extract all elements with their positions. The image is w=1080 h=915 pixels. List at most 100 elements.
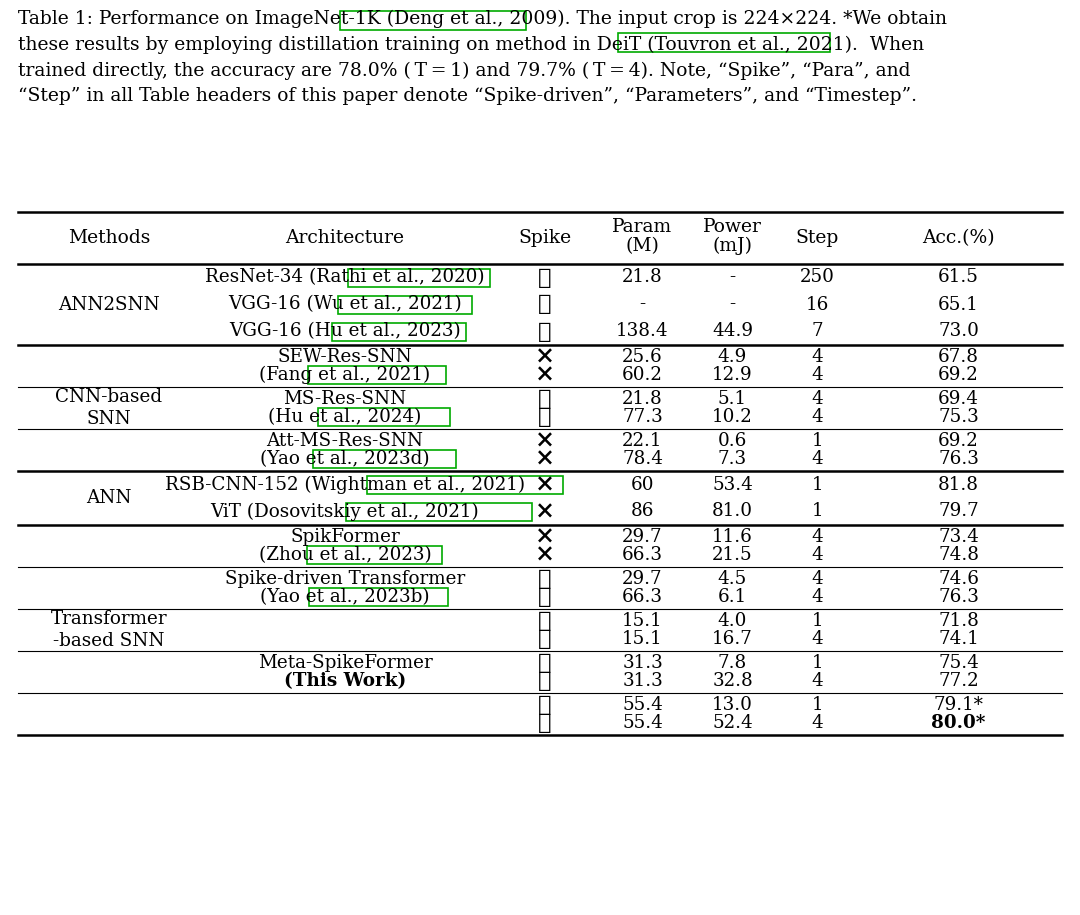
Text: ×: × (535, 500, 555, 523)
Text: 4: 4 (812, 588, 823, 606)
Text: 21.8: 21.8 (622, 268, 663, 286)
Text: 1: 1 (812, 696, 823, 714)
Text: 52.4: 52.4 (712, 714, 753, 732)
Bar (367, 476, 563, 493)
Text: ✓: ✓ (538, 294, 552, 316)
Bar (313, 450, 456, 468)
Text: ANN2SNN: ANN2SNN (58, 296, 160, 314)
Text: Spike-driven Transformer: Spike-driven Transformer (225, 570, 465, 588)
Text: ×: × (535, 543, 555, 567)
Text: 4.9: 4.9 (718, 348, 747, 366)
Text: Methods: Methods (68, 229, 150, 247)
Text: 71.8: 71.8 (939, 612, 978, 630)
Text: ✓: ✓ (538, 694, 552, 716)
Text: 55.4: 55.4 (622, 714, 663, 732)
Bar (318, 408, 450, 426)
Text: 75.4: 75.4 (939, 654, 978, 672)
Text: 81.0: 81.0 (712, 502, 753, 521)
Text: 61.5: 61.5 (939, 268, 978, 286)
Text: 1: 1 (812, 612, 823, 630)
Text: 13.0: 13.0 (712, 696, 753, 714)
Text: ✓: ✓ (538, 586, 552, 608)
Text: 79.7: 79.7 (939, 502, 978, 521)
Text: Transformer
-based SNN: Transformer -based SNN (51, 610, 167, 650)
Bar (332, 322, 465, 340)
Text: 16.7: 16.7 (712, 630, 753, 648)
Text: Power: Power (703, 218, 761, 236)
Text: 4: 4 (812, 528, 823, 546)
Text: 75.3: 75.3 (939, 408, 978, 426)
Bar (338, 296, 472, 314)
Text: 80.0*: 80.0* (931, 714, 986, 732)
Text: 15.1: 15.1 (622, 630, 663, 648)
Text: (Fang et al., 2021): (Fang et al., 2021) (259, 366, 431, 384)
Text: SEW-Res-SNN: SEW-Res-SNN (278, 348, 413, 366)
Bar (308, 366, 446, 384)
Bar (348, 268, 490, 286)
Text: 66.3: 66.3 (622, 546, 663, 564)
Text: (M): (M) (625, 237, 660, 255)
Text: (Yao et al., 2023b): (Yao et al., 2023b) (260, 588, 430, 606)
Text: 6.1: 6.1 (718, 588, 747, 606)
Text: 4: 4 (812, 570, 823, 588)
Text: -: - (729, 268, 735, 286)
Text: 31.3: 31.3 (622, 654, 663, 672)
Text: VGG-16 (Hu et al., 2023): VGG-16 (Hu et al., 2023) (229, 322, 461, 340)
Text: SpikFormer: SpikFormer (291, 528, 400, 546)
Text: ✓: ✓ (538, 670, 552, 692)
Text: ×: × (535, 447, 555, 471)
Bar (340, 10, 526, 29)
Text: Architecture: Architecture (285, 229, 405, 247)
Text: 29.7: 29.7 (622, 528, 663, 546)
Text: 60.2: 60.2 (622, 366, 663, 384)
Text: 1: 1 (812, 432, 823, 450)
Text: 77.2: 77.2 (939, 672, 978, 690)
Text: (Hu et al., 2024): (Hu et al., 2024) (268, 408, 421, 426)
Text: ✓: ✓ (538, 628, 552, 650)
Text: 74.1: 74.1 (939, 630, 978, 648)
Text: 7.3: 7.3 (718, 450, 747, 468)
Text: 12.9: 12.9 (712, 366, 753, 384)
Text: 1: 1 (812, 502, 823, 521)
Text: 7.8: 7.8 (718, 654, 747, 672)
Text: 4: 4 (812, 546, 823, 564)
Text: 29.7: 29.7 (622, 570, 663, 588)
Text: ×: × (535, 472, 555, 497)
Text: (This Work): (This Work) (284, 672, 406, 690)
Text: (Zhou et al., 2023): (Zhou et al., 2023) (258, 546, 431, 564)
Text: VGG-16 (Wu et al., 2021): VGG-16 (Wu et al., 2021) (228, 296, 462, 314)
Text: 74.8: 74.8 (939, 546, 978, 564)
Text: 4: 4 (812, 366, 823, 384)
Text: 86: 86 (631, 502, 654, 521)
Text: 15.1: 15.1 (622, 612, 663, 630)
Text: 60: 60 (631, 476, 654, 493)
Text: 10.2: 10.2 (712, 408, 753, 426)
Text: ×: × (535, 525, 555, 549)
Text: 81.8: 81.8 (939, 476, 978, 493)
Text: ×: × (535, 345, 555, 369)
Text: 67.8: 67.8 (939, 348, 978, 366)
Text: 7: 7 (812, 322, 823, 340)
Text: Spike: Spike (518, 229, 571, 247)
Text: 66.3: 66.3 (622, 588, 663, 606)
Text: ×: × (535, 429, 555, 453)
Text: Param: Param (612, 218, 673, 236)
Text: 79.1*: 79.1* (933, 696, 984, 714)
Text: 78.4: 78.4 (622, 450, 663, 468)
Text: 65.1: 65.1 (939, 296, 978, 314)
Text: 21.8: 21.8 (622, 390, 663, 408)
Text: ViT (Dosovitskiy et al., 2021): ViT (Dosovitskiy et al., 2021) (211, 502, 480, 521)
Text: ✓: ✓ (538, 266, 552, 288)
Text: CNN-based
SNN: CNN-based SNN (55, 388, 163, 428)
Text: 69.2: 69.2 (939, 366, 978, 384)
Text: Acc.(%): Acc.(%) (922, 229, 995, 247)
Bar (309, 588, 448, 606)
Text: 77.3: 77.3 (622, 408, 663, 426)
Text: ✓: ✓ (538, 320, 552, 342)
Text: -: - (639, 296, 646, 314)
Text: 4: 4 (812, 408, 823, 426)
Text: Att-MS-Res-SNN: Att-MS-Res-SNN (267, 432, 423, 450)
Text: MS-Res-SNN: MS-Res-SNN (283, 390, 407, 408)
Text: (mJ): (mJ) (713, 237, 753, 255)
Bar (346, 502, 532, 521)
